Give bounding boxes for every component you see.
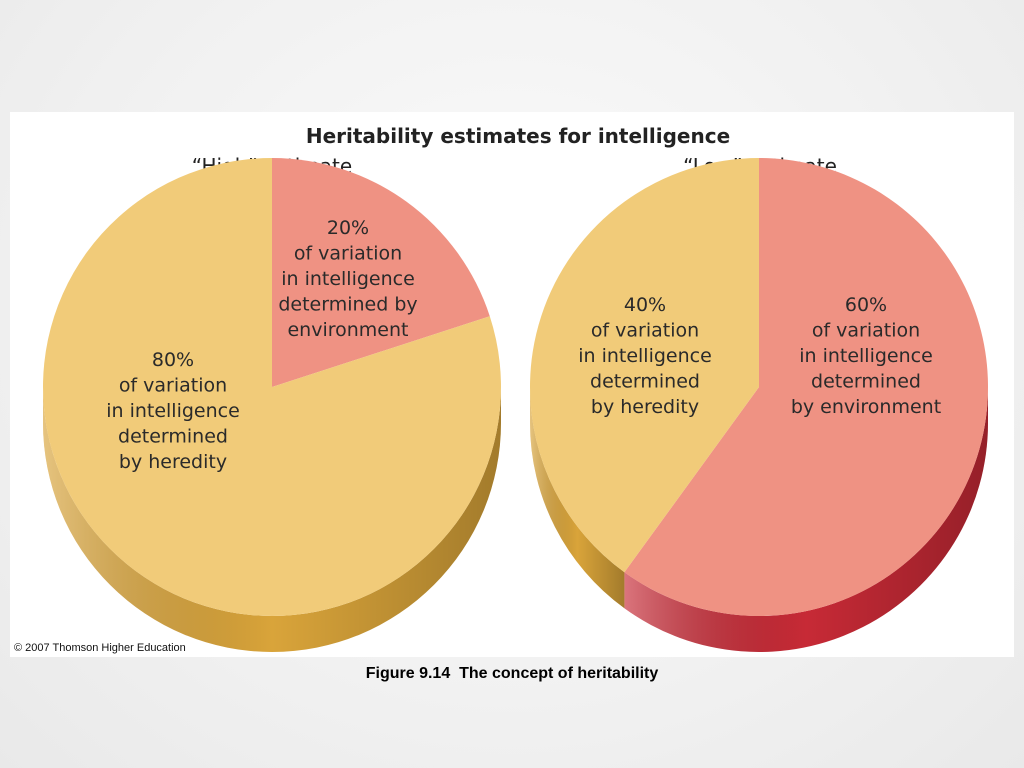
slice-label-line: in intelligence: [281, 268, 415, 290]
slice-label-line: of variation: [119, 375, 227, 397]
slice-label: 60% of variation in intelligence determined…: [791, 294, 941, 418]
chart-title: Heritability estimates for intelligence: [306, 124, 730, 148]
pie-slice: [530, 158, 759, 573]
slice-label: 20% of variation in intelligence determined…: [278, 217, 417, 341]
slice-label-line: by heredity: [591, 396, 699, 418]
slice-percent: 40%: [624, 294, 666, 316]
pie-edge-shade: [530, 387, 625, 609]
pie-slice: [624, 158, 988, 617]
slice-label-line: of variation: [812, 320, 920, 342]
slice-label-line: of variation: [591, 320, 699, 342]
slice-percent: 20%: [327, 217, 369, 239]
slice-label-line: by heredity: [119, 451, 227, 473]
slice-label-line: in intelligence: [799, 345, 933, 367]
slice-label: 40% of variation in intelligence determined…: [578, 294, 712, 418]
slice-label-line: determined: [590, 371, 700, 393]
copyright-text: © 2007 Thomson Higher Education: [14, 642, 186, 654]
slice-label-line: environment: [287, 319, 408, 341]
pie-edge-shade: [43, 387, 501, 652]
pie-edge-shade: [624, 387, 988, 653]
slice-label-line: determined: [118, 426, 228, 448]
slice-label-line: determined: [811, 371, 921, 393]
slice-percent: 80%: [152, 349, 194, 371]
pie-slice: [43, 158, 502, 616]
slice-percent: 60%: [845, 294, 887, 316]
slice-label: 80% of variation in intelligence determined…: [106, 349, 240, 473]
slice-label-line: by environment: [791, 396, 941, 418]
slice-label-line: in intelligence: [578, 345, 712, 367]
slice-label-line: of variation: [294, 243, 402, 265]
slice-label-line: determined by: [278, 294, 417, 316]
pie-slice: [272, 158, 490, 387]
slice-label-line: in intelligence: [106, 400, 240, 422]
figure-caption: Figure 9.14 The concept of heritability: [365, 665, 659, 682]
